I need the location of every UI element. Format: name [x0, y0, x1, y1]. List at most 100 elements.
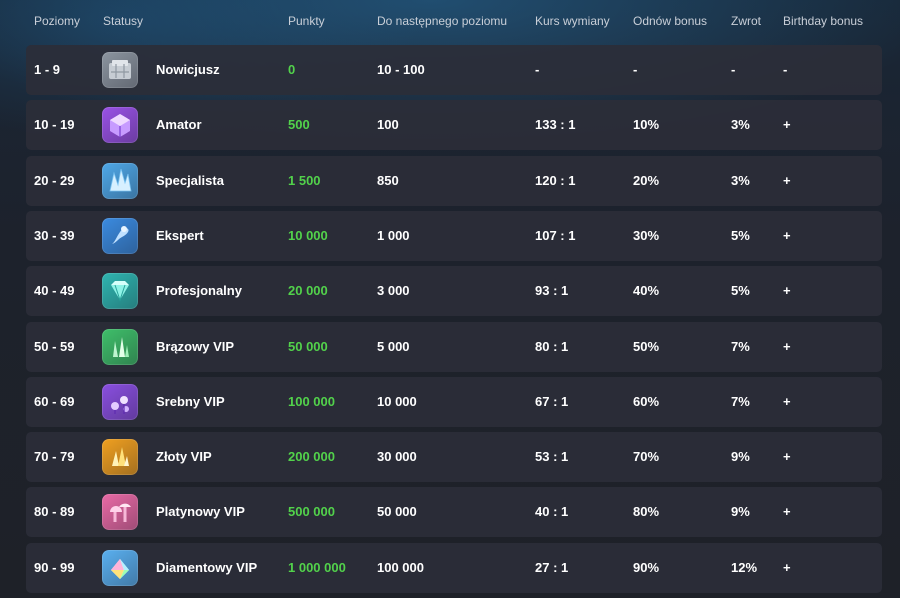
points-value: 200 000: [288, 449, 335, 464]
header-exchange-rate: Kurs wymiany: [535, 14, 610, 28]
next-level-value: 850: [377, 173, 399, 188]
table-header: Poziomy Statusy Punkty Do następnego poz…: [0, 0, 900, 44]
exchange-rate-value: 40 : 1: [535, 504, 569, 519]
gold-crystals-icon: [102, 439, 138, 475]
birthday-bonus-value: +: [783, 173, 791, 188]
points-value: 20 000: [288, 283, 328, 298]
table-row: 1 - 9 Nowicjusz 0 10 - 100 - - - -: [26, 45, 882, 95]
next-level-value: 5 000: [377, 339, 410, 354]
points-value: 500: [288, 117, 310, 132]
renew-bonus-value: 90%: [633, 560, 660, 575]
table-row: 20 - 29 Specjalista 1 500 850 120 : 1 20% 3% +: [26, 156, 882, 206]
header-next-level: Do następnego poziomu: [377, 14, 508, 28]
header-status: Statusy: [103, 14, 144, 28]
renew-bonus-value: 80%: [633, 504, 660, 519]
birthday-bonus-value: +: [783, 560, 791, 575]
level-range: 10 - 19: [34, 117, 75, 132]
purple-flowers-icon: [102, 384, 138, 420]
blue-rune-icon: [102, 218, 138, 254]
birthday-bonus-value: +: [783, 339, 791, 354]
header-cashback: Zwrot: [731, 14, 761, 28]
cashback-value: 9%: [731, 504, 750, 519]
renew-bonus-value: 10%: [633, 117, 660, 132]
renew-bonus-value: 40%: [633, 283, 660, 298]
exchange-rate-value: 27 : 1: [535, 560, 569, 575]
next-level-value: 1 000: [377, 228, 410, 243]
birthday-bonus-value: +: [783, 394, 791, 409]
status-name: Ekspert: [156, 228, 204, 243]
level-range: 90 - 99: [34, 560, 75, 575]
status-name: Specjalista: [156, 173, 224, 188]
cashback-value: 5%: [731, 283, 750, 298]
status-name: Złoty VIP: [156, 449, 212, 464]
status-name: Amator: [156, 117, 202, 132]
pink-mushrooms-icon: [102, 494, 138, 530]
exchange-rate-value: 107 : 1: [535, 228, 576, 243]
cashback-value: -: [731, 62, 736, 77]
level-range: 40 - 49: [34, 283, 75, 298]
level-range: 80 - 89: [34, 504, 75, 519]
diamond-gem-icon: [102, 273, 138, 309]
level-range: 30 - 39: [34, 228, 75, 243]
exchange-rate-value: 67 : 1: [535, 394, 569, 409]
cashback-value: 5%: [731, 228, 750, 243]
cashback-value: 9%: [731, 449, 750, 464]
exchange-rate-value: 53 : 1: [535, 449, 569, 464]
status-name: Brązowy VIP: [156, 339, 235, 354]
rainbow-gem-icon: [102, 550, 138, 586]
next-level-value: 10 - 100: [377, 62, 425, 77]
birthday-bonus-value: +: [783, 283, 791, 298]
table-row: 40 - 49 Profesjonalny 20 000 3 000 93 : 1 40%…: [26, 266, 882, 316]
cashback-value: 3%: [731, 117, 750, 132]
level-range: 50 - 59: [34, 339, 75, 354]
points-value: 100 000: [288, 394, 335, 409]
status-name: Nowicjusz: [156, 62, 220, 77]
purple-cube-icon: [102, 107, 138, 143]
birthday-bonus-value: -: [783, 62, 788, 77]
table-row: 90 - 99 Diamentowy VIP 1 000 000 100 000 27 …: [26, 543, 882, 593]
header-renew-bonus: Odnów bonus: [633, 14, 708, 28]
table-row: 70 - 79 Złoty VIP 200 000 30 000 53 : 1 70% 9%…: [26, 432, 882, 482]
renew-bonus-value: -: [633, 62, 638, 77]
cashback-value: 7%: [731, 394, 750, 409]
next-level-value: 100 000: [377, 560, 424, 575]
cashback-value: 12%: [731, 560, 758, 575]
renew-bonus-value: 20%: [633, 173, 660, 188]
points-value: 500 000: [288, 504, 335, 519]
cashback-value: 7%: [731, 339, 750, 354]
renew-bonus-value: 50%: [633, 339, 660, 354]
next-level-value: 50 000: [377, 504, 417, 519]
table-row: 10 - 19 Amator 500 100 133 : 1 10% 3% +: [26, 100, 882, 150]
table-row: 80 - 89 Platynowy VIP 500 000 50 000 40 : 1 8…: [26, 487, 882, 537]
green-crystals-icon: [102, 329, 138, 365]
next-level-value: 100: [377, 117, 399, 132]
stone-block-icon: [102, 52, 138, 88]
header-birthday-bonus: Birthday bonus: [783, 14, 864, 28]
status-name: Diamentowy VIP: [156, 560, 258, 575]
status-name: Profesjonalny: [156, 283, 242, 298]
points-value: 1 500: [288, 173, 321, 188]
renew-bonus-value: 70%: [633, 449, 660, 464]
birthday-bonus-value: +: [783, 504, 791, 519]
birthday-bonus-value: +: [783, 449, 791, 464]
points-value: 10 000: [288, 228, 328, 243]
next-level-value: 30 000: [377, 449, 417, 464]
birthday-bonus-value: +: [783, 117, 791, 132]
points-value: 0: [288, 62, 296, 77]
next-level-value: 3 000: [377, 283, 410, 298]
points-value: 1 000 000: [288, 560, 346, 575]
exchange-rate-value: 120 : 1: [535, 173, 576, 188]
header-points: Punkty: [288, 14, 325, 28]
crystal-shard-icon: [102, 163, 138, 199]
exchange-rate-value: 80 : 1: [535, 339, 569, 354]
table-row: 30 - 39 Ekspert 10 000 1 000 107 : 1 30% 5% +: [26, 211, 882, 261]
exchange-rate-value: 133 : 1: [535, 117, 576, 132]
table-row: 50 - 59 Brązowy VIP 50 000 5 000 80 : 1 50% 7%…: [26, 322, 882, 372]
status-name: Srebny VIP: [156, 394, 225, 409]
status-name: Platynowy VIP: [156, 504, 245, 519]
renew-bonus-value: 60%: [633, 394, 660, 409]
birthday-bonus-value: +: [783, 228, 791, 243]
exchange-rate-value: 93 : 1: [535, 283, 569, 298]
renew-bonus-value: 30%: [633, 228, 660, 243]
